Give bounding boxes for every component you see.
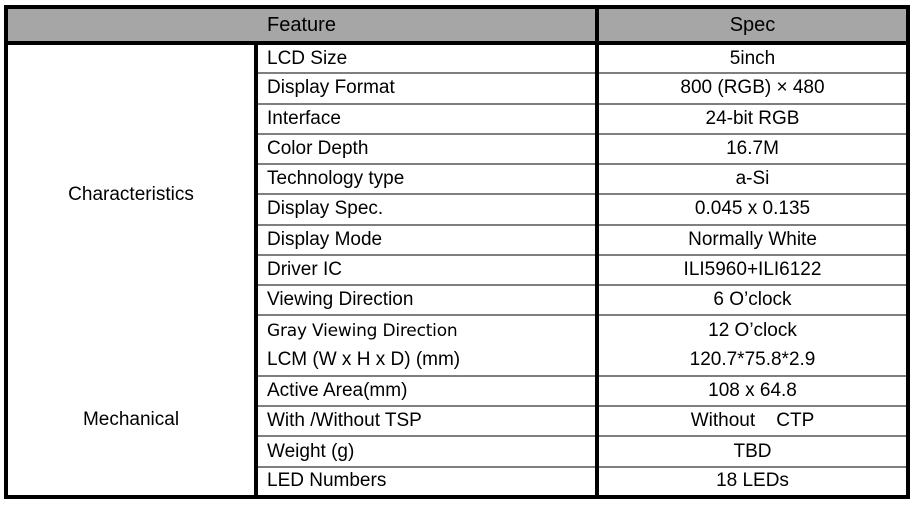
feature-label: LCM (W x H x D) (mm)	[256, 345, 599, 376]
feature-label: LED Numbers	[256, 465, 599, 497]
table-row: Color Depth 16.7M	[6, 132, 908, 165]
spec-table-container: Feature Spec Characteristics LCD Size 5inc…	[4, 5, 910, 499]
table-row: Driver IC ILI5960+ILI6122	[6, 253, 908, 286]
feature-label: Display Mode	[256, 223, 599, 255]
spec-value: 108 x 64.8	[597, 374, 908, 407]
spec-value: TBD	[597, 435, 908, 467]
row-group-label: Characteristics	[6, 43, 258, 346]
feature-label: Interface	[256, 102, 599, 134]
spec-value: 800 (RGB) × 480	[597, 72, 908, 104]
spec-value: Without CTP	[597, 405, 908, 437]
table-row: Display Mode Normally White	[6, 223, 908, 255]
feature-label: LCD Size	[256, 43, 599, 74]
table-row: Characteristics LCD Size 5inch	[6, 43, 908, 346]
spec-value: Normally White	[597, 223, 908, 255]
table-header: Feature Spec	[6, 7, 908, 45]
feature-label: Active Area(mm)	[256, 374, 599, 407]
feature-label: Technology type	[256, 163, 599, 195]
table-row: LED Numbers 18 LEDs	[6, 465, 908, 497]
feature-label: Weight (g)	[256, 435, 599, 467]
spec-value: ILI5960+ILI6122	[597, 253, 908, 286]
spec-value: 12 O’clock	[597, 314, 908, 346]
spec-value: 120.7*75.8*2.9	[689, 349, 816, 371]
table-row: Active Area(mm) 108 x 64.8	[6, 374, 908, 407]
feature-label: Driver IC	[256, 253, 599, 286]
header-row: Feature Spec	[6, 7, 908, 45]
table-row: Technology type a-Si	[6, 163, 908, 195]
table-body: Characteristics LCD Size 5inch Display Form…	[6, 43, 908, 497]
spec-value: 5inch	[729, 47, 776, 69]
spec-value: 16.7M	[597, 132, 908, 165]
feature-label: Viewing Direction	[256, 284, 599, 316]
table-row: Interface 24-bit RGB	[6, 102, 908, 134]
spec-value: 18 LEDs	[597, 465, 908, 497]
feature-label: With /Without TSP	[256, 405, 599, 437]
table-row: With /Without TSP Without CTP	[6, 405, 908, 437]
lcd-specification-table: Feature Spec Characteristics LCD Size 5inc…	[4, 5, 910, 499]
table-row: Mechanical LCM (W x H x D) (mm) 120.7*75.8…	[6, 345, 908, 497]
column-header-feature: Feature	[6, 7, 599, 45]
spec-value: 6 O’clock	[597, 284, 908, 316]
spec-value: 24-bit RGB	[597, 102, 908, 134]
table-row: Viewing Direction 6 O’clock	[6, 284, 908, 316]
spec-value: 0.045 x 0.135	[597, 193, 908, 225]
column-header-spec: Spec	[597, 7, 908, 45]
table-row: Display Spec. 0.045 x 0.135	[6, 193, 908, 225]
feature-label: Display Spec.	[256, 193, 599, 225]
row-group-label: Mechanical	[6, 345, 258, 497]
table-row: Gray Viewing Direction 12 O’clock	[6, 314, 908, 346]
feature-label: Gray Viewing Direction	[256, 314, 599, 346]
spec-value: a-Si	[597, 163, 908, 195]
table-row: Display Format 800 (RGB) × 480	[6, 72, 908, 104]
table-row: Weight (g) TBD	[6, 435, 908, 467]
feature-label: Display Format	[256, 72, 599, 104]
feature-label: Color Depth	[256, 132, 599, 165]
